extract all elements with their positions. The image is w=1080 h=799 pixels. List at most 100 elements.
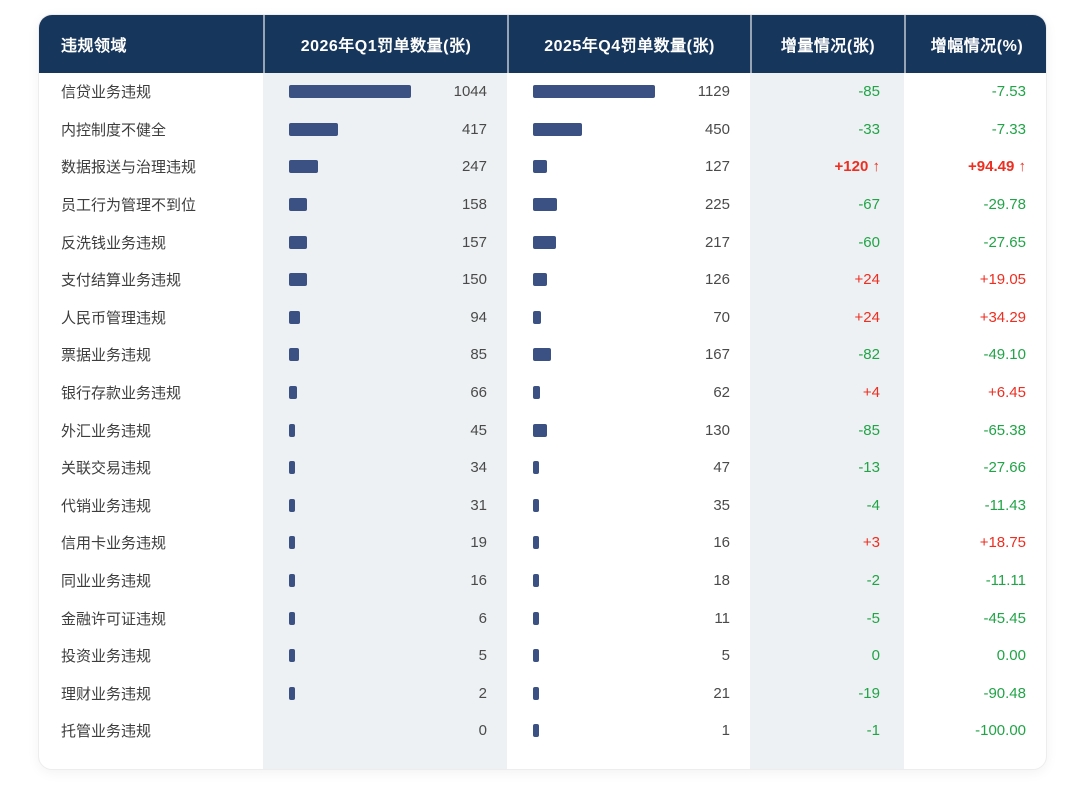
penalty-comparison-table-card: 违规领域 2026年Q1罚单数量(张) 2025年Q4罚单数量(张) 增量情况(… [38,14,1047,770]
q1-bar [289,85,411,99]
q1-bar-track [289,686,429,700]
pct-cell: +6.45 [904,374,1046,412]
pct-cell: +18.75 [904,524,1046,562]
delta-value: -82 [858,346,880,364]
q4-bar-track [533,310,672,324]
q1-bar [289,386,297,400]
table-row: 同业业务违规 16 18 -2 -11.11 [39,561,1046,600]
q1-value: 16 [470,572,487,590]
row-label: 人民币管理违规 [61,309,167,327]
q4-bar-track [533,85,672,99]
q1-bar-track [289,85,429,99]
delta-value: +120 ↑ [834,158,880,176]
q1-cell: 6 [263,599,507,637]
pct-value: -7.53 [991,83,1026,101]
q4-cell: 1129 [507,73,750,111]
pct-value: -27.65 [983,233,1026,251]
q4-bar-track [533,461,672,475]
q1-bar [289,198,307,212]
q4-value: 1129 [697,83,730,101]
table-row: 代销业务违规 31 35 -4 -11.43 [39,486,1046,525]
q4-bar-track [533,611,672,625]
delta-value: -1 [866,722,880,740]
q4-bar-track [533,724,672,738]
q4-value: 127 [704,158,730,176]
q1-value: 45 [470,421,487,439]
q4-cell: 126 [507,261,750,299]
table-header-row: 违规领域 2026年Q1罚单数量(张) 2025年Q4罚单数量(张) 增量情况(… [39,15,1046,73]
pct-cell: -45.45 [904,599,1046,637]
q1-bar [289,536,295,550]
row-label: 票据业务违规 [61,347,152,365]
q1-bar [289,235,307,249]
q4-bar-track [533,686,672,700]
q4-bar [533,611,539,625]
pct-cell: +94.49 ↑ [904,148,1046,186]
q1-cell: 16 [263,561,507,600]
q4-value: 225 [704,196,730,214]
header-delta: 增量情况(张) [750,15,904,73]
q1-cell: 34 [263,448,507,487]
pct-cell: -7.33 [904,111,1046,149]
q1-bar-track [289,498,429,512]
pct-value: +34.29 [979,308,1026,326]
q4-bar [533,423,547,437]
q1-value: 417 [461,120,487,138]
row-label: 托管业务违规 [61,723,152,741]
delta-value: -85 [858,421,880,439]
q1-bar [289,160,318,174]
q1-cell: 85 [263,336,507,374]
q4-value: 11 [714,609,730,627]
row-label: 代销业务违规 [61,497,152,515]
q4-cell: 16 [507,524,750,562]
delta-cell: +3 [750,524,904,562]
q1-value: 158 [461,196,487,214]
pct-cell: -27.65 [904,223,1046,261]
q1-value: 5 [478,647,487,665]
table-row: 员工行为管理不到位 158 225 -67 -29.78 [39,185,1046,224]
pct-value: -7.33 [991,120,1026,138]
q1-cell: 19 [263,524,507,562]
row-label: 外汇业务违规 [61,422,152,440]
delta-value: -5 [866,609,880,627]
header-q1-2026-count: 2026年Q1罚单数量(张) [263,15,507,73]
q1-bar-track [289,423,429,437]
q4-cell: 127 [507,148,750,186]
pct-value: -49.10 [983,346,1026,364]
q1-value: 2 [478,684,487,702]
q1-cell: 247 [263,148,507,186]
delta-cell: 0 [750,636,904,675]
pct-cell: -29.78 [904,186,1046,224]
q4-bar [533,386,540,400]
delta-cell: -4 [750,486,904,525]
pct-cell: -11.43 [904,487,1046,525]
q1-value: 66 [470,384,487,402]
q1-cell: 150 [263,260,507,299]
q1-bar-track [289,611,429,625]
row-label: 金融许可证违规 [61,610,167,628]
q4-cell: 62 [507,374,750,412]
q4-cell: 225 [507,186,750,224]
pct-value: +19.05 [979,271,1026,289]
q4-bar [533,686,539,700]
row-label: 同业业务违规 [61,573,152,591]
table-body: 信贷业务违规 1044 1129 -85 -7.53 内控制度不健全 417 4… [39,73,1046,750]
pct-cell: +19.05 [904,261,1046,299]
q1-bar-track [289,386,429,400]
row-label: 信用卡业务违规 [61,535,167,553]
q1-bar [289,686,295,700]
q4-value: 70 [713,308,730,326]
delta-value: 0 [871,647,880,665]
table-row: 反洗钱业务违规 157 217 -60 -27.65 [39,223,1046,261]
delta-cell: -19 [750,674,904,713]
delta-cell: +120 ↑ [750,148,904,186]
pct-cell: -11.11 [904,562,1046,600]
q1-value: 1044 [453,83,487,101]
pct-value: +6.45 [988,384,1026,402]
q1-bar [289,649,295,663]
q4-value: 16 [713,534,730,552]
delta-cell: -1 [750,712,904,750]
q4-cell: 21 [507,675,750,713]
q4-bar-track [533,273,672,287]
q1-bar-track [289,461,429,475]
